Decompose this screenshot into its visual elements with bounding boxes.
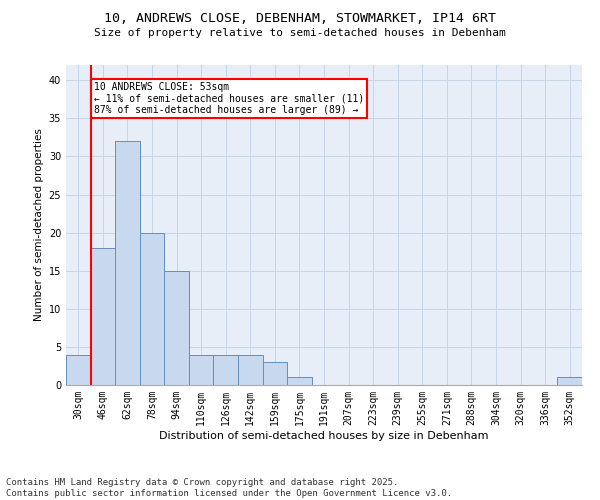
Bar bbox=[287, 378, 312, 385]
Bar bbox=[238, 354, 263, 385]
Bar bbox=[140, 232, 164, 385]
Text: 10, ANDREWS CLOSE, DEBENHAM, STOWMARKET, IP14 6RT: 10, ANDREWS CLOSE, DEBENHAM, STOWMARKET,… bbox=[104, 12, 496, 26]
Bar bbox=[115, 141, 140, 385]
Y-axis label: Number of semi-detached properties: Number of semi-detached properties bbox=[34, 128, 44, 322]
Bar bbox=[164, 270, 189, 385]
Bar bbox=[214, 354, 238, 385]
X-axis label: Distribution of semi-detached houses by size in Debenham: Distribution of semi-detached houses by … bbox=[159, 430, 489, 440]
Bar bbox=[263, 362, 287, 385]
Bar bbox=[557, 378, 582, 385]
Text: 10 ANDREWS CLOSE: 53sqm
← 11% of semi-detached houses are smaller (11)
87% of se: 10 ANDREWS CLOSE: 53sqm ← 11% of semi-de… bbox=[94, 82, 364, 115]
Bar bbox=[91, 248, 115, 385]
Bar bbox=[189, 354, 214, 385]
Text: Size of property relative to semi-detached houses in Debenham: Size of property relative to semi-detach… bbox=[94, 28, 506, 38]
Text: Contains HM Land Registry data © Crown copyright and database right 2025.
Contai: Contains HM Land Registry data © Crown c… bbox=[6, 478, 452, 498]
Bar bbox=[66, 354, 91, 385]
